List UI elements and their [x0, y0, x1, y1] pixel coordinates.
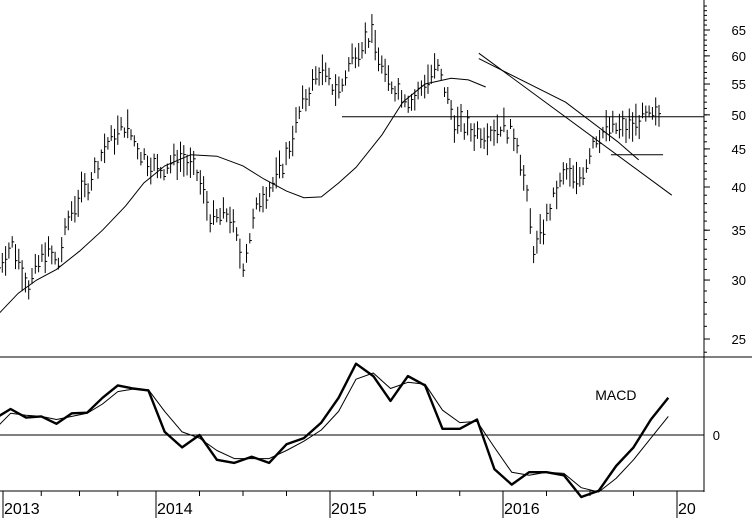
macd-signal-line: [0, 372, 669, 493]
price-ytick-label: 65: [732, 23, 746, 38]
x-tick-label: 2016: [504, 501, 540, 518]
price-ytick-label: 40: [732, 180, 746, 195]
x-tick-label: 2013: [4, 501, 40, 518]
trendline-line: [478, 52, 673, 196]
price-ytick-label: 35: [732, 223, 746, 238]
x-tick-label: 20: [678, 501, 696, 518]
price-ytick-label: 25: [732, 332, 746, 347]
price-ytick-label: 50: [732, 108, 746, 123]
moving-average-line: [0, 77, 486, 314]
macd-label: MACD: [595, 387, 636, 403]
macd-ytick-label: 0: [713, 428, 720, 443]
x-tick-label: 2015: [331, 501, 367, 518]
price-ytick-label: 60: [732, 49, 746, 64]
price-ytick-label: 55: [732, 77, 746, 92]
macd-line: [0, 362, 670, 499]
price-ytick-label: 30: [732, 273, 746, 288]
trendline-inner-line: [478, 58, 640, 161]
x-tick-label: 2014: [157, 501, 193, 518]
price-ytick-label: 45: [732, 142, 746, 157]
